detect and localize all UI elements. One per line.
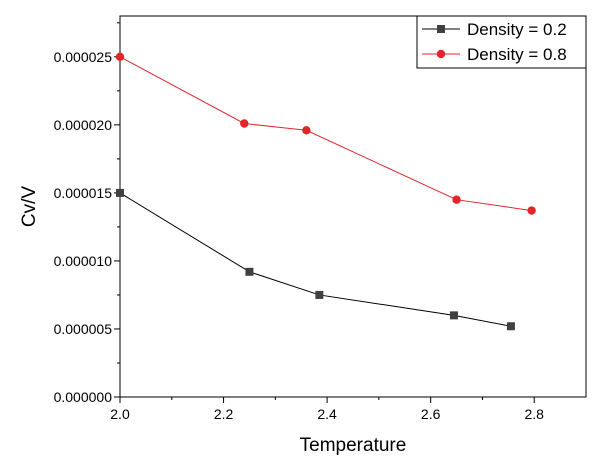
legend: Density = 0.2 Density = 0.8 — [416, 15, 587, 69]
data-point-square — [245, 267, 254, 276]
x-tick-label: 2.0 — [110, 406, 130, 422]
y-axis-title: Cv/V — [19, 186, 40, 228]
legend-item: Density = 0.8 — [422, 45, 567, 64]
series-2 — [115, 52, 536, 215]
data-point-circle — [302, 126, 311, 135]
legend-box — [416, 15, 587, 69]
data-point-circle — [115, 52, 125, 62]
x-tick-label: 2.8 — [524, 406, 544, 422]
series-layer — [115, 52, 536, 331]
y-axis-ticks: 0.000000 0.000005 0.000010 0.000015 0.000020… — [54, 22, 120, 405]
data-point-circle — [452, 195, 461, 204]
y-tick-label: 0.000025 — [54, 49, 113, 65]
x-axis-ticks: 2.0 2.2 2.4 2.6 2.8 — [110, 397, 544, 422]
x-tick-label: 2.6 — [421, 406, 441, 422]
data-point-circle — [240, 119, 249, 128]
x-tick-label: 2.4 — [317, 406, 337, 422]
legend-marker-square — [437, 25, 445, 33]
legend-marker-circle — [436, 49, 446, 59]
y-tick-label: 0.000020 — [54, 117, 113, 133]
data-point-circle — [527, 206, 536, 215]
legend-item: Density = 0.2 — [422, 20, 567, 39]
series-line — [119, 56, 532, 212]
y-tick-label: 0.000000 — [54, 389, 113, 405]
data-point-square — [116, 188, 124, 197]
series-1 — [116, 188, 515, 331]
y-tick-label: 0.000005 — [54, 321, 113, 337]
data-point-square — [506, 322, 515, 331]
data-point-square — [315, 290, 324, 299]
series-line — [119, 192, 512, 327]
legend-label: Density = 0.2 — [467, 20, 567, 39]
x-axis-title: Temperature — [300, 435, 407, 456]
y-tick-label: 0.000015 — [54, 185, 113, 201]
data-point-square — [449, 311, 458, 320]
y-tick-label: 0.000010 — [54, 253, 113, 269]
legend-label: Density = 0.8 — [467, 45, 567, 64]
plot-frame — [119, 15, 587, 398]
x-tick-label: 2.2 — [214, 406, 234, 422]
